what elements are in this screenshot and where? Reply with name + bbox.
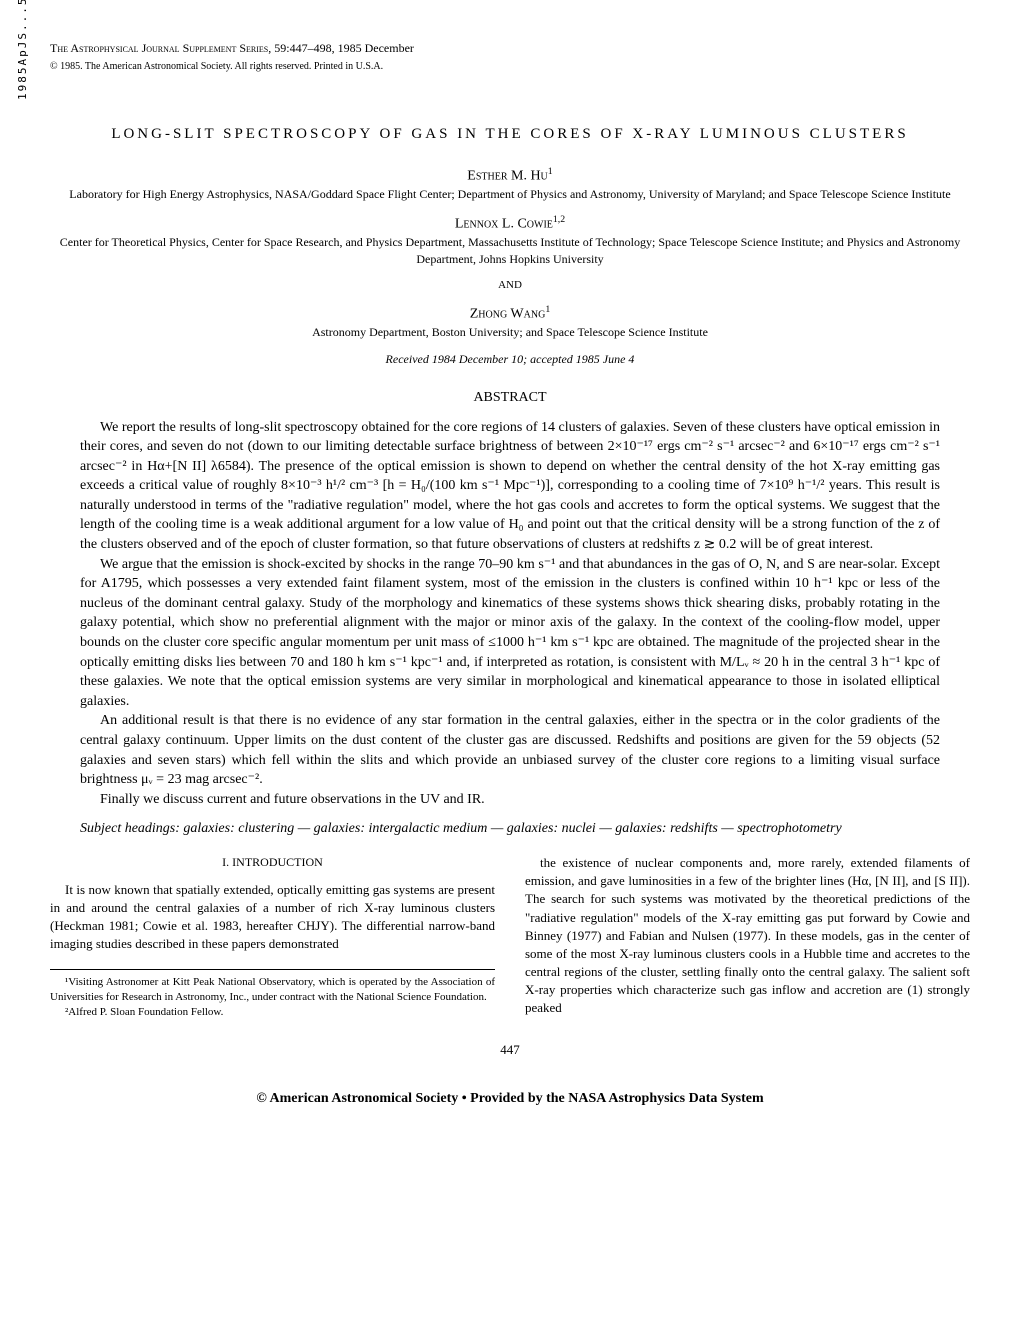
journal-citation: 59:447–498, 1985 December (274, 41, 414, 55)
page-number: 447 (50, 1041, 970, 1059)
abstract-p2: We argue that the emission is shock-exci… (80, 555, 940, 712)
subject-headings: Subject headings: galaxies: clustering —… (80, 819, 940, 839)
section-heading: I. INTRODUCTION (50, 854, 495, 871)
abstract-p1: We report the results of long-slit spect… (80, 418, 940, 555)
received-dates: Received 1984 December 10; accepted 1985… (50, 351, 970, 368)
journal-title: The Astrophysical Journal Supplement Ser… (50, 41, 271, 55)
and-label: AND (50, 278, 970, 293)
author-1: Esther M. Hu1 (50, 165, 970, 186)
left-column: I. INTRODUCTION It is now known that spa… (50, 854, 495, 1021)
right-column: the existence of nuclear components and,… (525, 854, 970, 1021)
bibcode-label: 1985ApJS...59..447H (15, 0, 30, 100)
footnote-2: ²Alfred P. Sloan Foundation Fellow. (50, 1005, 495, 1020)
footnotes: ¹Visiting Astronomer at Kitt Peak Nation… (50, 969, 495, 1021)
abstract-p3: An additional result is that there is no… (80, 711, 940, 789)
paper-title: LONG-SLIT SPECTROSCOPY OF GAS IN THE COR… (50, 124, 970, 145)
affiliation-2: Center for Theoretical Physics, Center f… (50, 234, 970, 268)
copyright: © 1985. The American Astronomical Societ… (50, 61, 383, 72)
author-2: Lennox L. Cowie1,2 (50, 213, 970, 234)
abstract: We report the results of long-slit spect… (80, 418, 940, 810)
intro-left: It is now known that spatially extended,… (50, 881, 495, 954)
footnote-1: ¹Visiting Astronomer at Kitt Peak Nation… (50, 975, 495, 1006)
journal-header: The Astrophysical Journal Supplement Ser… (50, 40, 970, 74)
affiliation-3: Astronomy Department, Boston University;… (50, 324, 970, 341)
subject-headings-text: galaxies: clustering — galaxies: interga… (183, 821, 841, 836)
intro-right: the existence of nuclear components and,… (525, 854, 970, 1018)
author-3: Zhong Wang1 (50, 303, 970, 324)
abstract-heading: ABSTRACT (50, 388, 970, 408)
footer: © American Astronomical Society • Provid… (50, 1089, 970, 1109)
abstract-p4: Finally we discuss current and future ob… (80, 790, 940, 810)
subject-headings-label: Subject headings: (80, 821, 180, 836)
affiliation-1: Laboratory for High Energy Astrophysics,… (50, 186, 970, 203)
body-columns: I. INTRODUCTION It is now known that spa… (50, 854, 970, 1021)
